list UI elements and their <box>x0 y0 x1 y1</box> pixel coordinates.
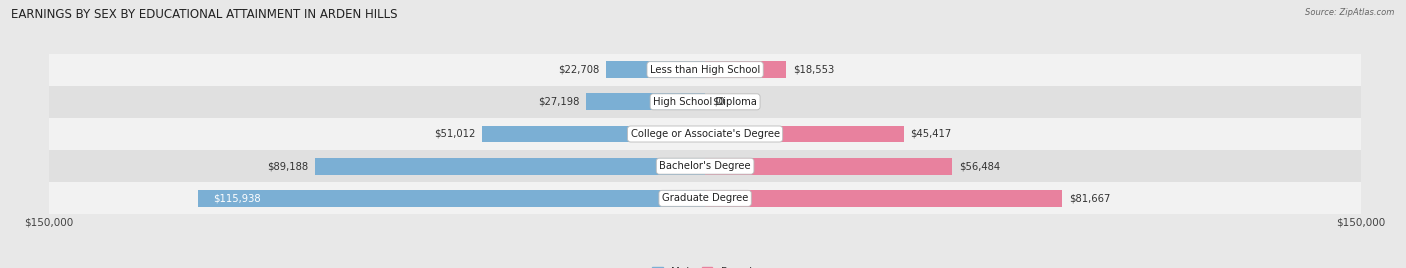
Text: $18,553: $18,553 <box>793 65 834 75</box>
Legend: Male, Female: Male, Female <box>648 263 762 268</box>
Text: $45,417: $45,417 <box>910 129 952 139</box>
Text: College or Associate's Degree: College or Associate's Degree <box>630 129 780 139</box>
Text: $0: $0 <box>711 97 724 107</box>
Bar <box>315 158 706 174</box>
Text: EARNINGS BY SEX BY EDUCATIONAL ATTAINMENT IN ARDEN HILLS: EARNINGS BY SEX BY EDUCATIONAL ATTAINMEN… <box>11 8 398 21</box>
Bar <box>49 182 1361 214</box>
Bar <box>706 61 786 78</box>
Text: Bachelor's Degree: Bachelor's Degree <box>659 161 751 171</box>
Bar <box>706 190 1062 207</box>
Text: $51,012: $51,012 <box>434 129 475 139</box>
Bar <box>49 150 1361 182</box>
Bar <box>706 158 952 174</box>
Bar <box>49 118 1361 150</box>
Text: Graduate Degree: Graduate Degree <box>662 193 748 203</box>
Bar <box>482 126 706 142</box>
Text: High School Diploma: High School Diploma <box>654 97 756 107</box>
Bar <box>49 86 1361 118</box>
Bar <box>49 54 1361 86</box>
Bar <box>606 61 706 78</box>
Text: Less than High School: Less than High School <box>650 65 761 75</box>
Text: $56,484: $56,484 <box>959 161 1000 171</box>
Text: $27,198: $27,198 <box>538 97 579 107</box>
Bar <box>706 126 904 142</box>
Text: Source: ZipAtlas.com: Source: ZipAtlas.com <box>1305 8 1395 17</box>
Text: $89,188: $89,188 <box>267 161 308 171</box>
Text: $115,938: $115,938 <box>214 193 262 203</box>
Text: $22,708: $22,708 <box>558 65 599 75</box>
Text: $81,667: $81,667 <box>1069 193 1111 203</box>
Bar <box>198 190 706 207</box>
Bar <box>586 94 706 110</box>
